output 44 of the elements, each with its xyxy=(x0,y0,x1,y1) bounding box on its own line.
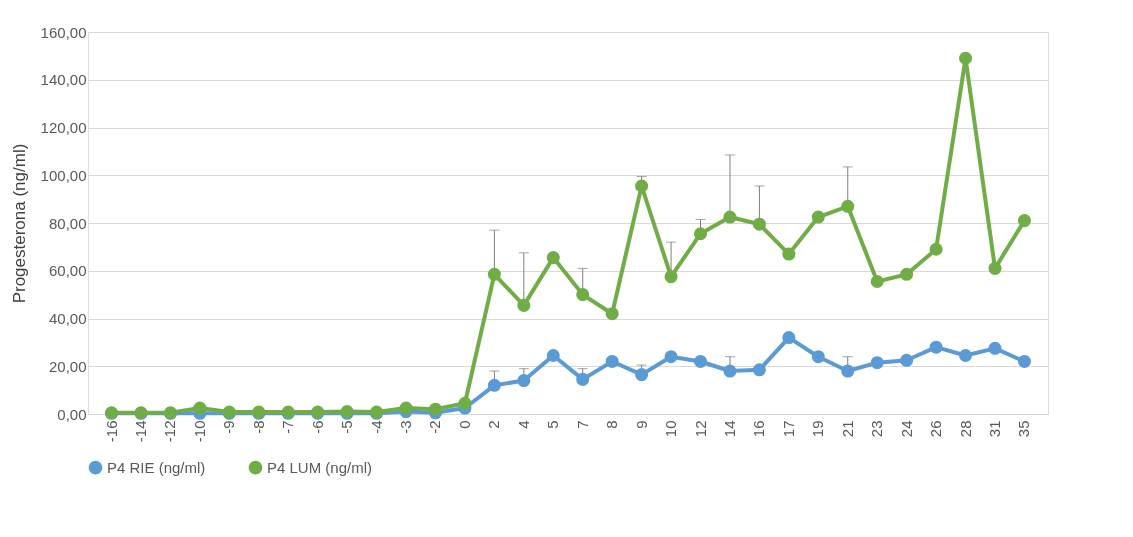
x-tick-label: -10 xyxy=(190,420,208,443)
x-tick-label: -8 xyxy=(249,420,267,434)
x-tick-label: -14 xyxy=(132,420,150,443)
x-tick-label: 35 xyxy=(1015,420,1033,438)
x-tick-label: 28 xyxy=(956,420,974,438)
x-tick-label: -3 xyxy=(397,420,415,434)
x-tick-label: 14 xyxy=(720,420,738,438)
x-tick-label: 26 xyxy=(927,420,945,438)
x-tick-label: 8 xyxy=(603,420,621,429)
y-tick-label: 0,00 xyxy=(57,405,87,423)
x-tick-label: 12 xyxy=(691,420,709,438)
y-tick-label: 20,00 xyxy=(48,357,87,375)
x-tick-label: 23 xyxy=(868,420,886,438)
y-tick-label: 160,00 xyxy=(40,23,87,41)
x-tick-label: 19 xyxy=(809,420,827,438)
x-tick-label: 10 xyxy=(662,420,680,438)
legend-label: P4 RIE (ng/ml) xyxy=(107,458,206,476)
x-tick-label: 5 xyxy=(544,420,562,429)
x-tick-label: -7 xyxy=(279,420,297,434)
x-tick-label: 9 xyxy=(632,420,650,429)
y-tick-label: 60,00 xyxy=(48,262,87,280)
x-tick-label: -6 xyxy=(308,420,326,434)
y-tick-label: 120,00 xyxy=(40,119,87,136)
x-tick-label: 16 xyxy=(750,420,768,438)
x-tick-label: -9 xyxy=(220,420,238,434)
x-tick-label: -4 xyxy=(367,420,385,434)
x-tick-label: -5 xyxy=(338,420,356,434)
x-tick-label: 7 xyxy=(573,420,591,429)
y-tick-label: 80,00 xyxy=(48,214,87,232)
y-tick-label: 100,00 xyxy=(40,166,87,184)
x-tick-label: -16 xyxy=(102,420,120,443)
x-tick-label: 17 xyxy=(779,420,797,438)
x-tick-label: 24 xyxy=(897,420,915,438)
x-tick-label: 4 xyxy=(514,420,532,429)
x-tick-label: 2 xyxy=(485,420,503,429)
y-axis-title: Progesterona (ng/ml) xyxy=(9,143,29,304)
x-tick-label: 0 xyxy=(455,420,473,429)
x-tick-label: -12 xyxy=(161,420,179,443)
x-tick-label: 21 xyxy=(838,420,856,438)
x-tick-label: -2 xyxy=(426,420,444,434)
x-tick-label: 31 xyxy=(985,420,1003,438)
legend-label: P4 LUM (ng/ml) xyxy=(267,458,373,476)
y-tick-label: 140,00 xyxy=(40,71,87,89)
y-tick-label: 40,00 xyxy=(48,310,87,327)
